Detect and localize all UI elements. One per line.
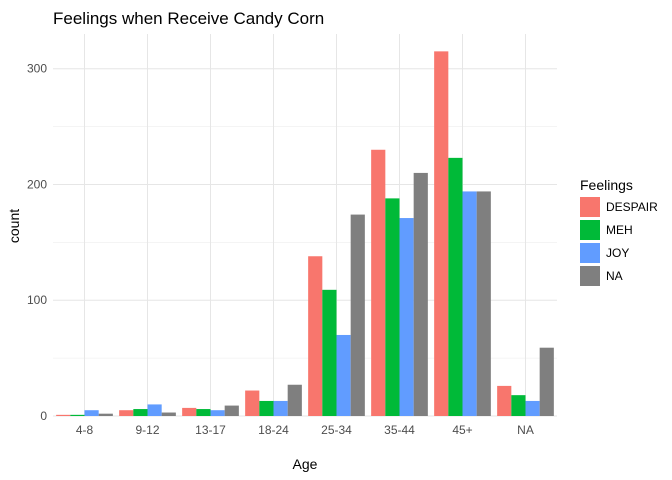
bar-meh-35-44 [385, 198, 400, 416]
legend-label-joy: JOY [606, 246, 629, 260]
legend-key-despair [580, 197, 600, 217]
bar-joy-18-24 [273, 400, 288, 416]
y-tick-label: 100 [27, 293, 47, 307]
bar-despair-13-17 [182, 407, 197, 416]
x-tick-label: 25-34 [321, 423, 352, 437]
x-tick-label: 45+ [452, 423, 472, 437]
legend-key-meh [580, 220, 600, 240]
bar-meh-13-17 [196, 409, 211, 416]
x-tick-label: 4-8 [76, 423, 94, 437]
bar-na-18-24 [287, 384, 302, 416]
bar-joy-13-17 [210, 410, 225, 416]
bar-na-25-34 [350, 214, 365, 416]
x-tick-label: 13-17 [195, 423, 226, 437]
legend-title: Feelings [580, 177, 633, 193]
bar-despair-18-24 [245, 390, 260, 416]
bar-despair-4-8 [56, 414, 71, 416]
x-tick-label: 35-44 [384, 423, 415, 437]
bar-despair-45plus [434, 51, 449, 417]
x-axis-title: Age [293, 456, 318, 472]
legend-label-despair: DESPAIR [606, 200, 658, 214]
bar-joy-35-44 [399, 218, 414, 416]
bar-joy-25-34 [336, 334, 351, 416]
x-tick-label: 18-24 [258, 423, 289, 437]
y-tick-label: 300 [27, 62, 47, 76]
bar-meh-18-24 [259, 400, 274, 416]
bars [56, 51, 554, 417]
bar-meh-9-12 [133, 409, 148, 416]
y-tick-label: 200 [27, 177, 47, 191]
legend: Feelings DESPAIR MEH JOY NA [580, 177, 658, 286]
legend-key-na [580, 266, 600, 286]
legend-label-na: NA [606, 269, 623, 283]
bar-joy-9-12 [147, 404, 162, 416]
y-axis-ticks: 0 100 200 300 [27, 62, 47, 423]
bar-na-9-12 [161, 412, 176, 416]
bar-despair-35-44 [371, 149, 386, 416]
bar-meh-4-8 [70, 414, 85, 416]
legend-key-joy [580, 243, 600, 263]
x-tick-label: 9-12 [135, 423, 159, 437]
bar-na-4-8 [98, 413, 113, 416]
chart-title: Feelings when Receive Candy Corn [53, 9, 324, 28]
x-axis-ticks: 4-8 9-12 13-17 18-24 25-34 35-44 45+ NA [76, 423, 534, 437]
y-tick-label: 0 [40, 409, 47, 423]
bar-na-35-44 [413, 172, 428, 416]
legend-label-meh: MEH [606, 223, 633, 237]
bar-joy-45plus [462, 191, 477, 416]
bar-despair-9-12 [119, 410, 134, 416]
x-tick-label: NA [517, 423, 534, 437]
bar-na-45plus [476, 191, 491, 416]
bar-na-NA [539, 347, 554, 416]
bar-meh-NA [511, 395, 526, 416]
bar-meh-45plus [448, 157, 463, 417]
bar-meh-25-34 [322, 289, 337, 416]
y-axis-title: count [6, 209, 22, 243]
bar-joy-4-8 [84, 410, 99, 416]
bar-despair-25-34 [308, 256, 323, 416]
bar-despair-NA [497, 385, 512, 416]
bar-joy-NA [525, 400, 540, 416]
bar-na-13-17 [224, 405, 239, 416]
